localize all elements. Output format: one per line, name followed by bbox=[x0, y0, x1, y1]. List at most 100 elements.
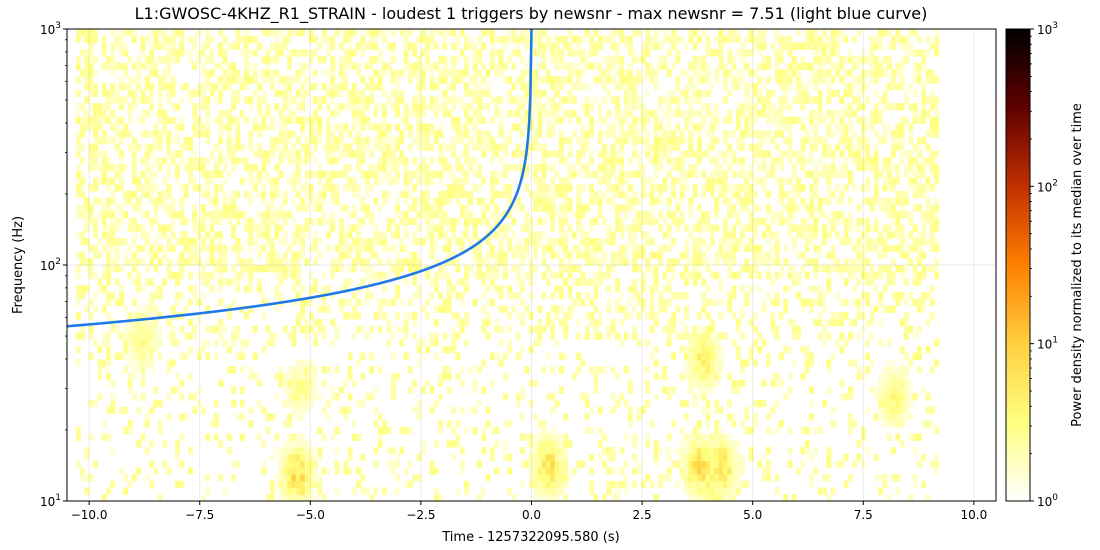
spectrogram-cell bbox=[761, 109, 767, 118]
spectrogram-cell bbox=[347, 265, 353, 273]
spectrogram-cell bbox=[144, 312, 150, 320]
spectrogram-cell bbox=[537, 467, 543, 475]
spectrogram-cell bbox=[696, 460, 702, 468]
spectrogram-cell bbox=[688, 467, 694, 475]
spectrogram-cell bbox=[257, 143, 262, 151]
spectrogram-cell bbox=[304, 258, 310, 266]
spectrogram-cell bbox=[136, 204, 142, 212]
spectrogram-cell bbox=[330, 271, 336, 280]
spectrogram-cell bbox=[106, 345, 111, 354]
spectrogram-cell bbox=[278, 366, 284, 374]
spectrogram-cell bbox=[619, 157, 625, 165]
spectrogram-cell bbox=[252, 372, 258, 381]
spectrogram-cell bbox=[735, 474, 741, 482]
spectrogram-cell bbox=[175, 271, 180, 280]
spectrogram-cell bbox=[170, 386, 176, 394]
spectrogram-cell bbox=[282, 231, 288, 239]
spectrogram-cell bbox=[192, 332, 198, 340]
spectrogram-cell bbox=[813, 109, 819, 118]
spectrogram-cell bbox=[731, 285, 737, 293]
spectrogram-cell bbox=[407, 170, 413, 178]
spectrogram-cell bbox=[873, 109, 879, 118]
spectrogram-cell bbox=[666, 143, 672, 151]
spectrogram-cell bbox=[899, 224, 905, 232]
spectrogram-cells bbox=[75, 29, 940, 501]
spectrogram-cell bbox=[817, 136, 823, 145]
spectrogram-cell bbox=[632, 278, 638, 286]
spectrogram-cell bbox=[377, 325, 383, 334]
spectrogram-cell bbox=[433, 204, 439, 212]
spectrogram-cell bbox=[891, 393, 896, 401]
spectrogram-cell bbox=[731, 480, 737, 489]
spectrogram-cell bbox=[520, 96, 526, 104]
spectrogram-cell bbox=[80, 190, 86, 199]
spectrogram-cell bbox=[753, 420, 758, 428]
spectrogram-cell bbox=[451, 224, 457, 232]
spectrogram-cell bbox=[386, 157, 392, 165]
spectrogram-cell bbox=[84, 109, 90, 118]
spectrogram-cell bbox=[615, 116, 620, 124]
spectrogram-cell bbox=[929, 244, 935, 253]
spectrogram-cell bbox=[671, 420, 676, 428]
spectrogram-cell bbox=[291, 109, 297, 118]
spectrogram-cell bbox=[602, 116, 607, 124]
spectrogram-cell bbox=[502, 136, 508, 145]
spectrogram-cell bbox=[804, 366, 810, 374]
spectrogram-cell bbox=[356, 399, 362, 408]
spectrogram-cell bbox=[382, 109, 387, 118]
spectrogram-cell bbox=[623, 130, 629, 138]
spectrogram-cell bbox=[136, 244, 142, 253]
spectrogram-cell bbox=[187, 467, 193, 475]
spectrogram-cell bbox=[343, 467, 349, 475]
spectrogram-cell bbox=[593, 238, 599, 246]
spectrogram-cell bbox=[916, 116, 922, 124]
spectrogram-cell bbox=[865, 244, 871, 253]
spectrogram-cell bbox=[865, 150, 871, 158]
spectrogram-cell bbox=[688, 460, 694, 468]
spectrogram-cell bbox=[291, 298, 297, 307]
spectrogram-cell bbox=[244, 238, 249, 246]
spectrogram-cell bbox=[787, 285, 793, 293]
spectrogram-cell bbox=[291, 406, 297, 414]
spectrogram-cell bbox=[338, 265, 344, 273]
spectrogram-cell bbox=[545, 197, 551, 205]
spectrogram-cell bbox=[679, 453, 685, 462]
spectrogram-cell bbox=[459, 170, 465, 178]
spectrogram-cell bbox=[149, 440, 155, 448]
spectrogram-cell bbox=[244, 339, 249, 347]
spectrogram-cell bbox=[300, 467, 306, 475]
spectrogram-cell bbox=[360, 197, 366, 205]
spectrogram-cell bbox=[891, 130, 896, 138]
spectrogram-cell bbox=[731, 420, 737, 428]
spectrogram-cell bbox=[192, 291, 198, 300]
spectrogram-cell bbox=[101, 494, 107, 501]
spectrogram-cell bbox=[131, 170, 137, 178]
spectrogram-cell bbox=[321, 433, 327, 441]
spectrogram-cell bbox=[373, 163, 379, 172]
spectrogram-cell bbox=[597, 211, 603, 219]
spectrogram-cell bbox=[390, 150, 396, 158]
spectrogram-cell bbox=[740, 231, 745, 239]
spectrogram-cell bbox=[476, 197, 482, 205]
spectrogram-cell bbox=[291, 467, 297, 475]
spectrogram-cell bbox=[709, 386, 715, 394]
spectrogram-cell bbox=[666, 339, 672, 347]
spectrogram-cell bbox=[584, 103, 590, 111]
spectrogram-cell bbox=[369, 366, 375, 374]
spectrogram-cell bbox=[157, 325, 163, 334]
spectrogram-cell bbox=[576, 224, 582, 232]
spectrogram-cell bbox=[748, 244, 754, 253]
spectrogram-cell bbox=[662, 285, 668, 293]
spectrogram-cell bbox=[438, 379, 444, 387]
spectrogram-cell bbox=[196, 298, 202, 307]
spectrogram-cell bbox=[313, 278, 318, 286]
spectrogram-cell bbox=[347, 251, 353, 259]
spectrogram-cell bbox=[157, 103, 163, 111]
spectrogram-cell bbox=[222, 177, 228, 185]
spectrogram-cell bbox=[438, 494, 444, 501]
spectrogram-cell bbox=[718, 150, 724, 158]
spectrogram-cell bbox=[494, 170, 500, 178]
spectrogram-cell bbox=[843, 103, 849, 111]
spectrogram-cell bbox=[809, 238, 814, 246]
spectrogram-cell bbox=[356, 103, 362, 111]
